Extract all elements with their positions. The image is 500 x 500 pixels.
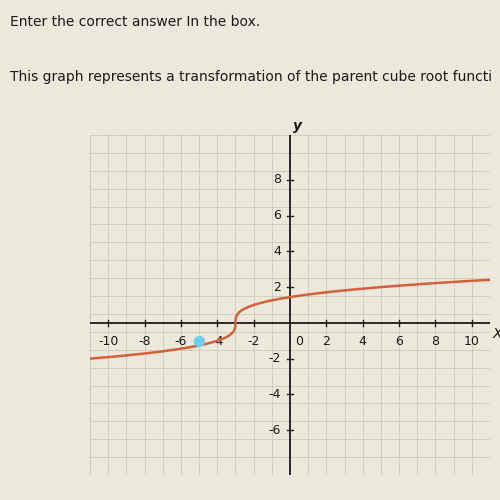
Text: 8: 8: [432, 336, 440, 348]
Text: -4: -4: [211, 336, 224, 348]
Text: 0: 0: [296, 336, 304, 348]
Text: -4: -4: [268, 388, 281, 401]
Text: 2: 2: [322, 336, 330, 348]
Text: 6: 6: [273, 209, 281, 222]
Text: y: y: [293, 119, 302, 133]
Text: -2: -2: [248, 336, 260, 348]
Text: X: X: [492, 326, 500, 340]
Text: 4: 4: [273, 245, 281, 258]
Text: -10: -10: [98, 336, 118, 348]
Text: -2: -2: [268, 352, 281, 365]
Text: Enter the correct answer In the box.: Enter the correct answer In the box.: [10, 16, 260, 30]
Point: [195, 337, 203, 345]
Text: -6: -6: [268, 424, 281, 437]
Text: 10: 10: [464, 336, 480, 348]
Text: 8: 8: [273, 173, 281, 186]
Text: -6: -6: [174, 336, 187, 348]
Text: 6: 6: [395, 336, 403, 348]
Text: 4: 4: [359, 336, 366, 348]
Text: This graph represents a transformation of the parent cube root functi: This graph represents a transformation o…: [10, 70, 492, 85]
Text: 2: 2: [273, 280, 281, 293]
Text: -8: -8: [138, 336, 151, 348]
